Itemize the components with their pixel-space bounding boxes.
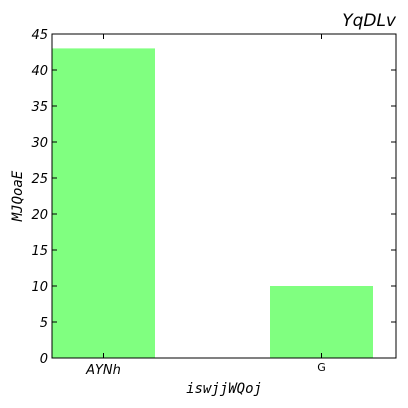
y-tick-label: 35 — [31, 100, 48, 115]
x-tick-label-g: G — [317, 361, 326, 374]
plot-frame — [51, 33, 397, 359]
bar-aynh — [52, 48, 155, 359]
x-axis-label: iswjjWQoj — [186, 381, 262, 397]
bars-group — [52, 48, 373, 359]
y-tick-label: 45 — [31, 28, 48, 43]
y-axis-ticks: 0 5 10 15 20 25 30 35 40 45 — [31, 28, 396, 367]
y-tick-label: 20 — [31, 208, 48, 223]
y-tick-label: 30 — [31, 136, 48, 151]
bar-g — [270, 286, 373, 358]
y-tick-label: 15 — [31, 244, 48, 259]
y-tick-label: 5 — [40, 316, 48, 331]
y-tick-label: 0 — [40, 352, 48, 367]
y-tick-label: 25 — [31, 172, 48, 187]
y-axis-label: MJQoaE — [10, 170, 26, 222]
chart-title: YqDLv — [342, 11, 397, 31]
x-axis-ticks: AYNh G — [85, 34, 326, 378]
x-tick-label-aynh: AYNh — [85, 363, 121, 378]
y-tick-label: 10 — [31, 280, 48, 295]
y-tick-label: 40 — [31, 64, 48, 79]
